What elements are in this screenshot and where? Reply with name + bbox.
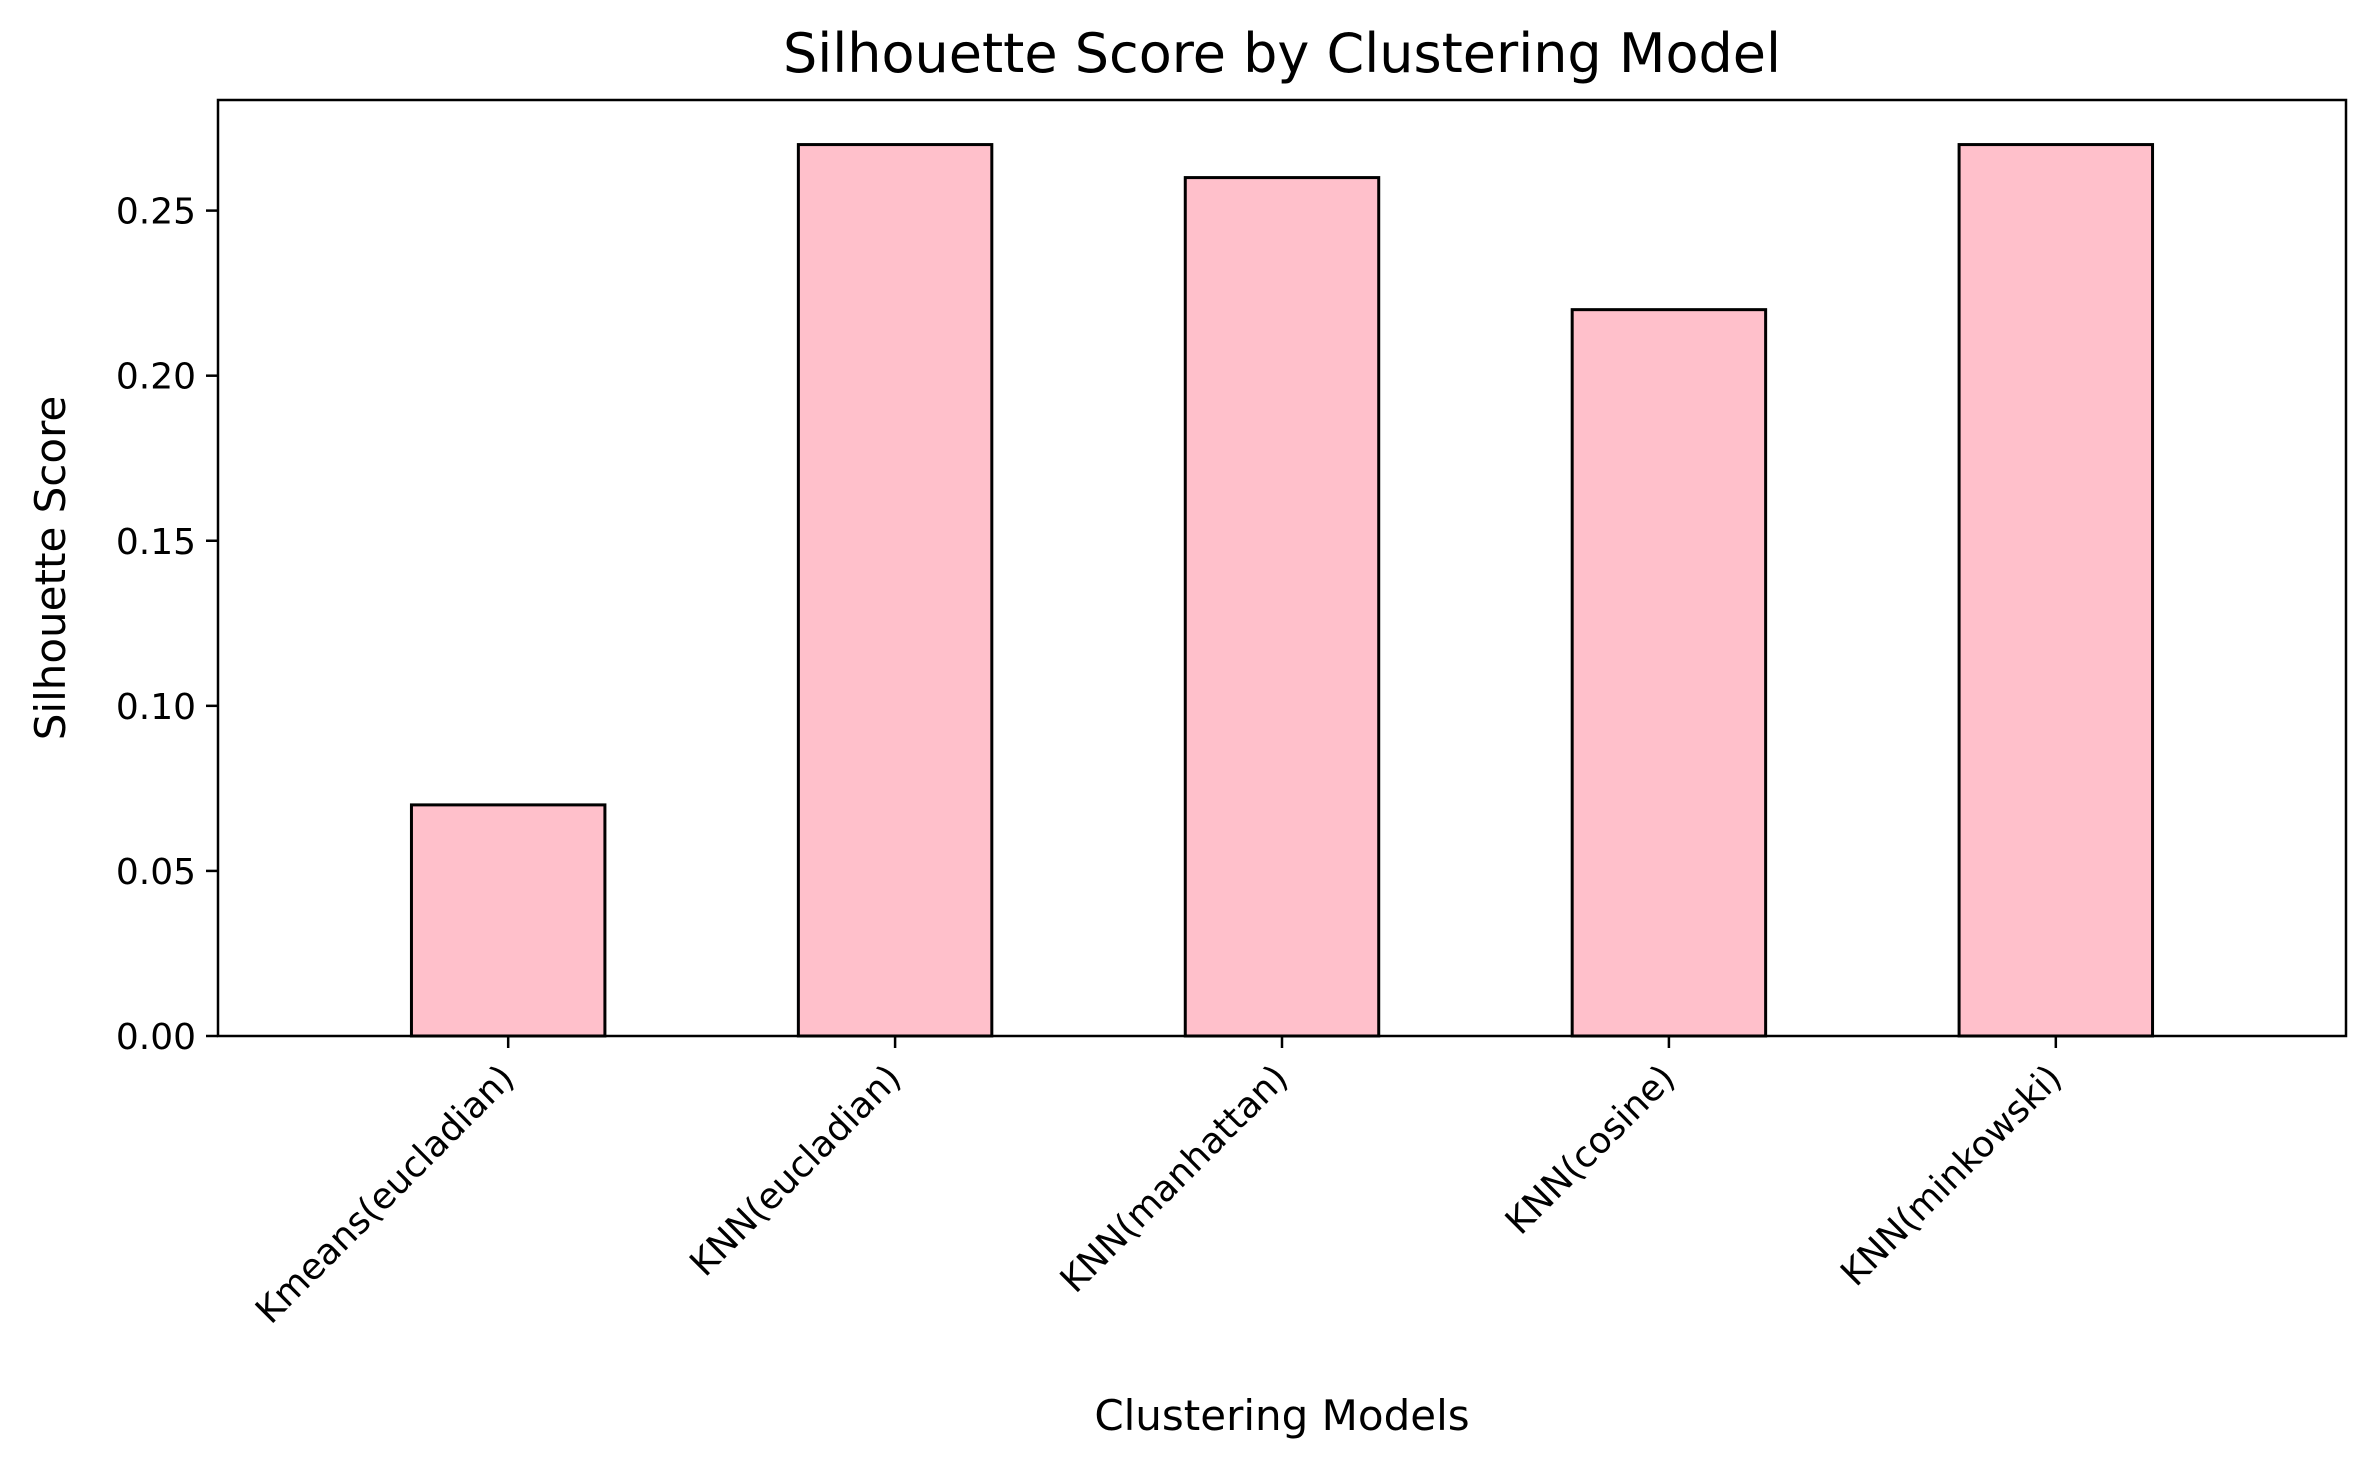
y-tick-label-4: 0.20 [116, 357, 196, 398]
chart-title: Silhouette Score by Clustering Model [783, 22, 1781, 85]
bar-3 [1570, 308, 1768, 1038]
bar-0 [409, 803, 607, 1038]
y-tick-label-1: 0.05 [116, 852, 196, 893]
y-axis-label: Silhouette Score [26, 396, 75, 741]
plot-frame [216, 98, 2348, 1038]
y-axis-ticks: 0.00 0.05 0.10 0.15 0.20 0.25 [116, 192, 218, 1058]
bar-4 [1957, 143, 2155, 1038]
y-tick-label-2: 0.10 [116, 687, 196, 728]
y-tick-label-0: 0.00 [116, 1017, 196, 1058]
bar-2 [1183, 176, 1381, 1038]
bar-1 [796, 143, 994, 1038]
y-tick-label-5: 0.25 [116, 192, 196, 233]
y-tick-label-3: 0.15 [116, 522, 196, 563]
x-axis-label: Clustering Models [1094, 1391, 1469, 1440]
bars-group [409, 143, 2155, 1038]
